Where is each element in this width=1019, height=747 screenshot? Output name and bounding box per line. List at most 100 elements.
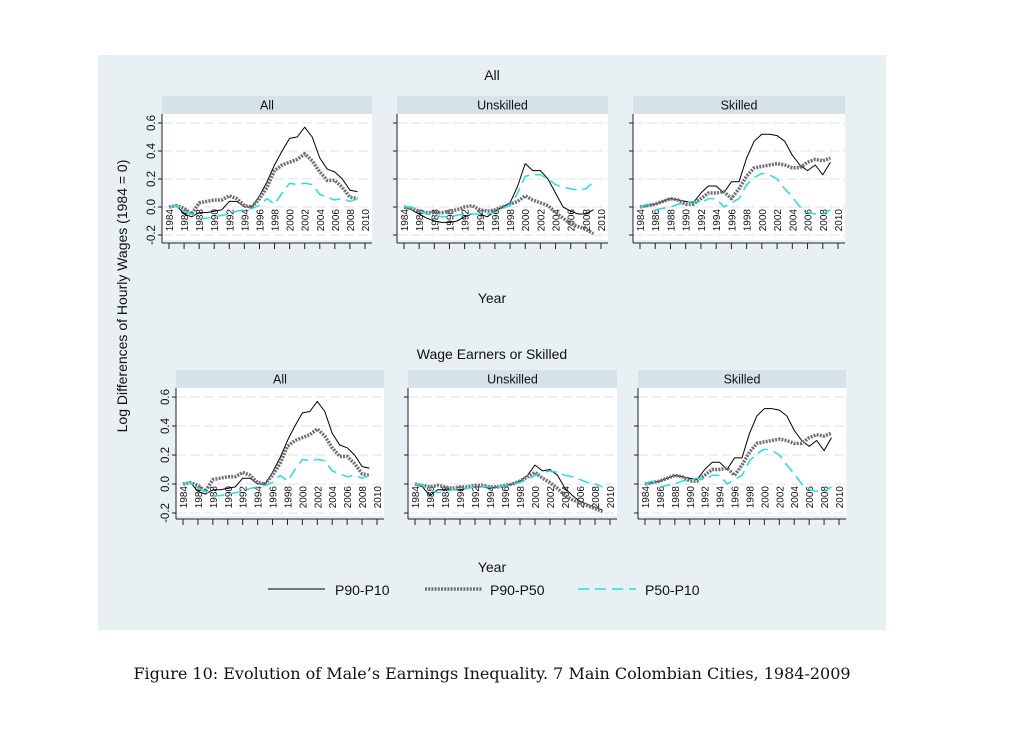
x-tick-label: 1990	[224, 486, 235, 509]
x-tick-label: 1996	[491, 209, 502, 232]
plot-area	[638, 388, 846, 516]
x-tick-label: 1998	[506, 209, 517, 232]
legend: P90-P10 P90-P50 P50-P10	[268, 582, 700, 598]
x-tick-label: 2008	[820, 486, 831, 509]
x-tick-label: 1994	[716, 486, 727, 509]
x-tick-label: 1992	[239, 486, 250, 509]
panel-skilled: Skilled 1984 1986 1988 1990 1992 1994 1996 1998 2…	[629, 96, 845, 249]
y-tick-label: 0.4	[160, 417, 172, 434]
x-tick-label: 1990	[686, 486, 697, 509]
x-tick-label: 2008	[346, 209, 357, 232]
panel-unskilled: Unskilled 1984 1986 1988 1990 1992 1994 1996 199…	[393, 96, 608, 249]
x-tick-label: 1986	[656, 486, 667, 509]
series-line-p90-p10	[414, 464, 603, 511]
x-tick-label: 1994	[254, 486, 265, 509]
y-tick-label: 0.6	[146, 115, 158, 131]
panel-title: Unskilled	[477, 99, 528, 113]
x-tick-label: 1986	[415, 209, 426, 232]
x-tick-label: 1986	[651, 209, 662, 232]
x-tick-label: 2002	[775, 486, 786, 509]
x-tick-label: 1988	[430, 209, 441, 232]
x-tick-label: 2010	[597, 209, 608, 232]
panel-title: Skilled	[724, 373, 761, 387]
x-axis-label: Year	[478, 559, 507, 575]
panel-unskilled: Unskilled 1984 1986 1988 1990 1992 1994 1996 199…	[404, 370, 617, 525]
x-tick-label: 1994	[712, 209, 723, 232]
x-tick-label: 1998	[271, 209, 282, 232]
series-line-p50-p10	[639, 172, 831, 215]
x-tick-label: 1998	[743, 209, 754, 232]
panel-title: All	[273, 373, 287, 387]
x-tick-label: 1988	[441, 486, 452, 509]
x-tick-label: 2004	[788, 209, 799, 232]
x-tick-label: 1992	[471, 486, 482, 509]
x-tick-label: 2008	[819, 209, 830, 232]
panel-header	[162, 96, 372, 114]
x-tick-label: 1996	[501, 486, 512, 509]
legend-label-p90-p50: P90-P50	[490, 582, 545, 598]
x-tick-label: 1996	[731, 486, 742, 509]
x-axis-label: Year	[478, 290, 507, 306]
x-tick-label: 2000	[521, 209, 532, 232]
x-tick-label: 1984	[179, 486, 190, 509]
x-tick-label: 2000	[760, 486, 771, 509]
x-tick-label: 1992	[461, 209, 472, 232]
x-tick-label: 1992	[225, 209, 236, 232]
x-tick-label: 1988	[195, 209, 206, 232]
panel-all: All -0.2 0.0 0.2 0.4 0.6 1984 1986 1988 1990 1992 1…	[146, 96, 372, 249]
x-tick-label: 2002	[546, 486, 557, 509]
panel-title: Unskilled	[487, 373, 538, 387]
x-tick-label: 1984	[636, 209, 647, 232]
legend-label-p90-p10: P90-P10	[335, 582, 390, 598]
x-tick-label: 2010	[835, 486, 846, 509]
legend-label-p50-p10: P50-P10	[645, 582, 700, 598]
plot-area	[176, 388, 384, 516]
series-line-p90-p50	[182, 427, 370, 494]
x-tick-label: 2002	[773, 209, 784, 232]
x-tick-label: 1990	[456, 486, 467, 509]
x-tick-label: 1996	[269, 486, 280, 509]
x-tick-label: 2010	[606, 486, 617, 509]
y-tick-label: 0.2	[160, 447, 172, 463]
group-title: All	[484, 67, 500, 83]
x-tick-label: 2002	[536, 209, 547, 232]
x-tick-label: 1994	[476, 209, 487, 232]
panel-header	[633, 96, 845, 114]
x-tick-label: 1998	[745, 486, 756, 509]
panel-group-0: All Year All -0.2 0.0 0.2 0.4 0.6 1984 1986 1988 19…	[146, 67, 845, 306]
series-line-p50-p10	[644, 448, 832, 493]
figure-caption: Figure 10: Evolution of Male’s Earnings …	[133, 664, 850, 683]
x-tick-label: 2002	[301, 209, 312, 232]
series-line-p90-p50	[403, 194, 595, 236]
series-line-p90-p10	[168, 126, 358, 218]
x-tick-label: 2000	[298, 486, 309, 509]
x-tick-label: 1992	[701, 486, 712, 509]
y-axis-label: Log Differences of Hourly Wages (1984 = …	[114, 160, 130, 433]
x-tick-label: 1984	[400, 209, 411, 232]
panel-group-1: Wage Earners or Skilled Year All -0.2 0.0 0.2…	[160, 346, 846, 575]
x-tick-label: 1986	[194, 486, 205, 509]
x-tick-label: 2006	[331, 209, 342, 232]
x-tick-label: 1988	[671, 486, 682, 509]
x-tick-label: 2008	[591, 486, 602, 509]
x-tick-label: 1992	[697, 209, 708, 232]
x-tick-label: 2006	[567, 209, 578, 232]
x-tick-label: 2006	[804, 209, 815, 232]
x-tick-label: 1994	[240, 209, 251, 232]
series-line-p90-p10	[182, 400, 370, 495]
group-title: Wage Earners or Skilled	[417, 346, 567, 362]
y-tick-label: 0.0	[146, 199, 158, 215]
y-tick-label: 0.6	[160, 389, 172, 405]
x-tick-label: 2004	[328, 486, 339, 509]
x-tick-label: 2000	[286, 209, 297, 232]
plot-area	[397, 114, 608, 240]
panel-header	[408, 370, 617, 388]
plot-area	[162, 114, 372, 240]
x-tick-label: 2002	[313, 486, 324, 509]
x-tick-label: 2010	[373, 486, 384, 509]
y-tick-label: 0.2	[146, 171, 158, 187]
x-tick-label: 1998	[283, 486, 294, 509]
series-line-p90-p50	[168, 152, 358, 216]
series-line-p50-p10	[414, 470, 603, 494]
